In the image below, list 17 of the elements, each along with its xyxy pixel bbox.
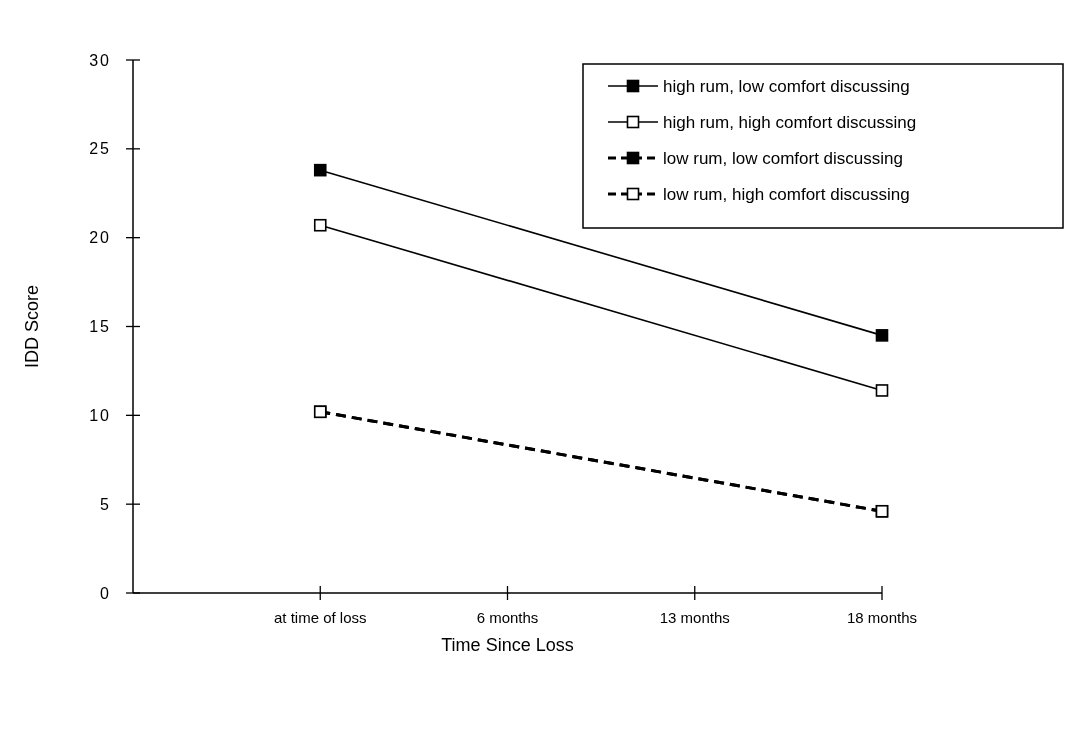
y-tick-label: 30 xyxy=(89,51,111,69)
y-tick-label: 15 xyxy=(89,318,111,336)
y-tick-label: 25 xyxy=(89,140,111,158)
x-tick-label: at time of loss xyxy=(273,609,367,626)
x-tick-label: 18 months xyxy=(846,609,918,626)
y-tick-label: 0 xyxy=(100,584,111,602)
y-axis-title: IDD Score xyxy=(22,284,42,369)
y-tick-label: 20 xyxy=(89,229,111,247)
x-tick-label: 13 months xyxy=(659,609,730,626)
legend-label: high rum, low comfort discussing xyxy=(663,76,910,96)
x-tick-label: 6 months xyxy=(476,609,539,626)
y-tick-label: 5 xyxy=(100,495,111,513)
legend-label: high rum, high comfort discussing xyxy=(663,112,917,132)
y-tick-label: 10 xyxy=(89,406,111,424)
x-axis-title: Time Since Loss xyxy=(441,635,574,655)
legend-label: low rum, high comfort discussing xyxy=(663,184,910,204)
legend-label: low rum, low comfort discussing xyxy=(663,148,903,168)
